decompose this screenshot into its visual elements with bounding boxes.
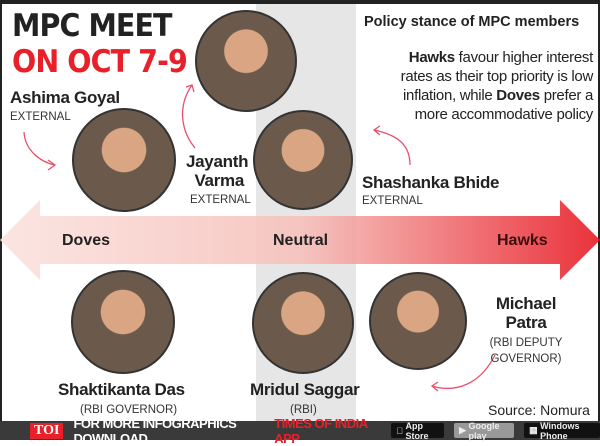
name-mridul-saggar: Mridul Saggar bbox=[250, 380, 360, 399]
role-ashima-goyal: EXTERNAL bbox=[10, 111, 71, 123]
stance-description: Hawks favour higher interest rates as th… bbox=[395, 48, 594, 124]
doves-term: Doves bbox=[496, 87, 540, 104]
axis-doves: Doves bbox=[62, 232, 111, 249]
stance-heading: Policy stance of MPC members bbox=[364, 14, 580, 30]
footer-banner[interactable]: TOI FOR MORE INFOGRAPHICS DOWNLOAD TIMES… bbox=[0, 416, 600, 446]
footer-app: TIMES OF INDIA APP bbox=[274, 415, 368, 446]
title-line2: ON OCT 7-9 bbox=[12, 44, 188, 80]
name-line: Jayanth bbox=[186, 152, 249, 171]
role-jayanth-varma: EXTERNAL bbox=[190, 194, 251, 206]
pointer-arrows bbox=[23, 84, 496, 392]
stance-arrow bbox=[0, 200, 600, 280]
arrow-varma bbox=[181, 84, 196, 149]
name-line: Varma bbox=[194, 171, 244, 190]
axis-hawks: Hawks bbox=[497, 232, 548, 249]
role-michael-patra: (RBI DEPUTY GOVERNOR) bbox=[480, 335, 572, 367]
name-shaktikanta-das: Shaktikanta Das bbox=[58, 380, 185, 399]
photo-ashima-goyal bbox=[72, 108, 176, 212]
arrow-patra bbox=[431, 354, 496, 389]
role-mridul-saggar: (RBI) bbox=[290, 404, 317, 416]
store-label: Windows Phone bbox=[539, 420, 579, 441]
source: Source: Nomura bbox=[488, 402, 590, 418]
name-shashanka-bhide: Shashanka Bhide bbox=[362, 173, 500, 192]
app-store-badge[interactable]:  App Store bbox=[391, 420, 445, 441]
name-jayanth-varma: Jayanth Varma bbox=[186, 152, 249, 190]
photo-shashanka-bhide bbox=[253, 110, 353, 210]
name-line: Michael bbox=[495, 294, 557, 313]
photo-mridul-saggar bbox=[252, 272, 354, 374]
axis-neutral: Neutral bbox=[273, 232, 329, 249]
name-michael-patra: Michael Patra bbox=[488, 294, 564, 332]
name-line: Patra bbox=[505, 313, 547, 332]
toi-logo: TOI bbox=[30, 422, 64, 439]
role-shashanka-bhide: EXTERNAL bbox=[362, 195, 423, 207]
google-play-badge[interactable]: ▶ Google play bbox=[454, 420, 515, 441]
hawks-term: Hawks bbox=[408, 49, 455, 66]
store-label: App Store bbox=[402, 420, 428, 441]
name-ashima-goyal: Ashima Goyal bbox=[10, 88, 120, 107]
photo-jayanth-varma bbox=[195, 10, 297, 112]
windows-phone-badge[interactable]: ▦ Windows Phone bbox=[524, 420, 600, 441]
footer-text: FOR MORE INFOGRAPHICS DOWNLOAD bbox=[73, 415, 237, 446]
desc-text: prefer a more accommodative policy bbox=[414, 87, 594, 123]
store-label: Google play bbox=[467, 420, 500, 441]
role-line: (RBI DEPUTY bbox=[489, 337, 563, 349]
photo-michael-patra bbox=[369, 272, 467, 370]
title-line1: MPC MEET bbox=[12, 8, 173, 44]
frame bbox=[0, 0, 600, 421]
role-shaktikanta-das: (RBI GOVERNOR) bbox=[80, 404, 178, 416]
arrow-bhide bbox=[373, 129, 411, 166]
photo-shaktikanta-das bbox=[71, 270, 175, 374]
desc-text: favour higher interest rates as their to… bbox=[400, 49, 594, 104]
arrow-goyal bbox=[23, 131, 56, 166]
role-line: GOVERNOR) bbox=[490, 353, 562, 365]
